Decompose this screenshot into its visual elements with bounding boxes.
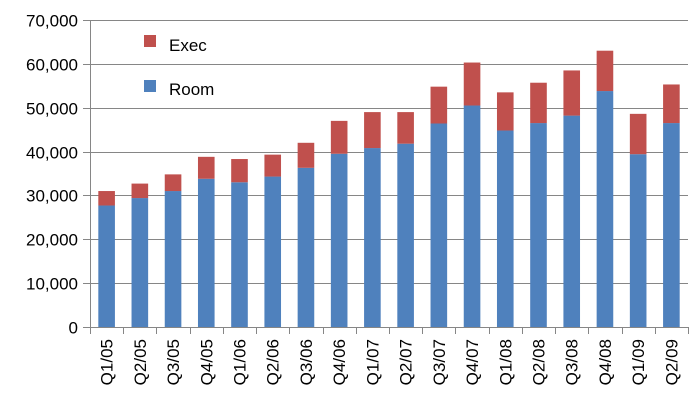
- bar-exec-q4-07: [463, 62, 481, 106]
- y-tick-label: 60,000: [26, 56, 78, 75]
- bar-room-q4-05: [197, 178, 215, 327]
- x-tick-label: Q1/06: [231, 339, 250, 385]
- legend-swatch-exec: [144, 35, 156, 47]
- x-tick-label: Q4/07: [463, 339, 482, 385]
- bar-room-q2-07: [397, 143, 414, 327]
- bar-room-q4-06: [330, 153, 348, 327]
- x-tick-label: Q1/09: [629, 339, 648, 385]
- bar-room-q2-09: [663, 123, 680, 327]
- bar-room-q2-08: [530, 123, 547, 327]
- x-tick-label: Q3/07: [430, 339, 449, 385]
- bar-exec-q2-07: [397, 112, 414, 144]
- bar-room-q3-05: [164, 191, 182, 327]
- legend-label-exec: Exec: [169, 36, 207, 55]
- x-tick-label: Q4/06: [330, 339, 349, 385]
- bar-exec-q2-06: [264, 154, 282, 177]
- axes: [83, 20, 689, 334]
- x-tick-label: Q2/05: [131, 339, 150, 385]
- y-tick-label: 70,000: [26, 12, 78, 31]
- y-tick-label: 40,000: [26, 144, 78, 163]
- x-tick-label: Q1/08: [496, 339, 515, 385]
- x-tick-label: Q4/08: [596, 339, 615, 385]
- x-tick-labels: Q1/05 Q2/05 Q3/05 Q4/05 Q1/06 Q2/06 Q3/06 Q4/06…: [98, 339, 682, 385]
- bar-exec-q1-07: [364, 112, 381, 149]
- bar-room-q4-08: [596, 91, 614, 327]
- bar-exec-q3-08: [563, 70, 581, 116]
- legend: Exec Room: [144, 35, 214, 99]
- x-tick-label: Q2/08: [530, 339, 549, 385]
- bar-room-q3-07: [430, 123, 448, 327]
- bar-room-q3-06: [297, 167, 315, 327]
- x-tick-label: Q2/09: [662, 339, 681, 385]
- bar-exec-q1-05: [98, 191, 115, 206]
- y-tick-label: 20,000: [26, 231, 78, 250]
- x-tick-label: Q1/07: [363, 339, 382, 385]
- bar-exec-q3-07: [430, 86, 448, 124]
- bar-exec-q2-09: [663, 84, 680, 124]
- bar-exec-q4-05: [197, 156, 215, 179]
- bar-room-q3-08: [563, 115, 581, 327]
- bar-room-q1-09: [629, 154, 647, 327]
- bar-exec-q3-05: [164, 174, 182, 192]
- bar-exec-q2-08: [530, 82, 547, 124]
- bar-exec-q2-05: [131, 183, 149, 199]
- x-tick-label: Q3/08: [563, 339, 582, 385]
- bar-room-q2-06: [264, 176, 282, 327]
- legend-label-room: Room: [169, 80, 214, 99]
- bar-room-q1-06: [231, 182, 248, 327]
- bar-room-q1-05: [98, 205, 115, 327]
- x-tick-label: Q3/05: [164, 339, 183, 385]
- x-tick-label: Q4/05: [197, 339, 216, 385]
- bar-exec-q1-09: [629, 113, 647, 155]
- bar-exec-q1-08: [496, 92, 514, 131]
- bar-series: [98, 50, 680, 328]
- y-tick-label: 50,000: [26, 100, 78, 119]
- y-tick-labels: 0 10,000 20,000 30,000 40,000 50,000 60,000 70,…: [26, 12, 78, 338]
- legend-swatch-room: [144, 80, 156, 92]
- bar-room-q4-07: [463, 105, 481, 328]
- bar-exec-q4-06: [330, 120, 348, 154]
- x-tick-label: Q1/05: [98, 339, 117, 385]
- y-tick-label: 10,000: [26, 275, 78, 294]
- x-tick-label: Q2/07: [397, 339, 416, 385]
- bar-room-q1-07: [364, 148, 381, 327]
- bar-exec-q4-08: [596, 50, 614, 92]
- x-tick-label: Q3/06: [297, 339, 316, 385]
- y-tick-label: 30,000: [26, 187, 78, 206]
- y-tick-label: 0: [69, 319, 78, 338]
- bar-exec-q3-06: [297, 142, 315, 168]
- gridlines: [90, 20, 688, 284]
- bar-exec-q1-06: [231, 159, 248, 183]
- x-tick-label: Q2/06: [264, 339, 283, 385]
- bar-room-q2-05: [131, 198, 149, 327]
- bar-room-q1-08: [496, 130, 514, 327]
